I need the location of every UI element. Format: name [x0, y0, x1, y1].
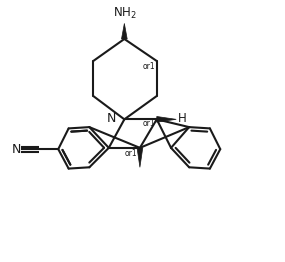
Text: or1: or1 [142, 119, 155, 128]
Text: or1: or1 [124, 149, 137, 157]
Text: N: N [106, 112, 116, 125]
Polygon shape [121, 23, 127, 39]
Polygon shape [137, 148, 143, 167]
Polygon shape [157, 117, 176, 122]
Text: NH$_2$: NH$_2$ [113, 6, 137, 21]
Text: or1: or1 [142, 62, 155, 71]
Text: H: H [178, 112, 187, 125]
Text: N: N [11, 143, 21, 156]
